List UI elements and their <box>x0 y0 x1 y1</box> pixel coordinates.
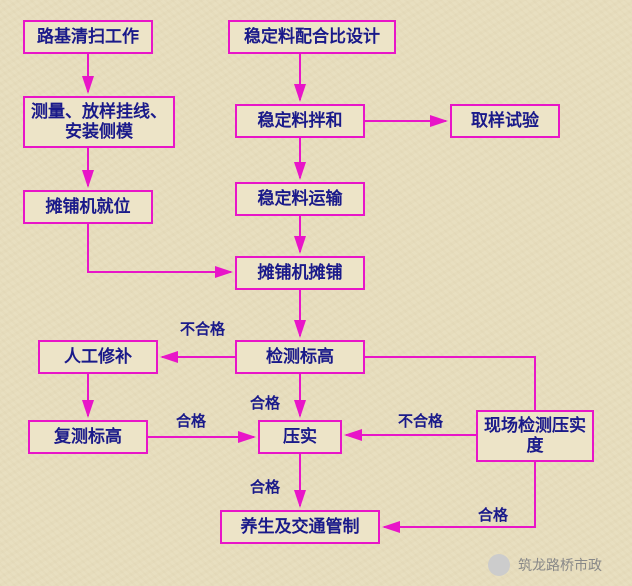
node-n1: 路基清扫工作 <box>23 20 153 54</box>
node-n6: 取样试验 <box>450 104 560 138</box>
flowchart-edges <box>0 0 632 586</box>
node-n11: 复测标高 <box>28 420 148 454</box>
node-n2: 测量、放样挂线、安装侧模 <box>23 96 175 148</box>
node-n12: 压实 <box>258 420 342 454</box>
node-n5: 稳定料拌和 <box>235 104 365 138</box>
node-n8: 摊铺机摊铺 <box>235 256 365 290</box>
node-n14: 养生及交通管制 <box>220 510 380 544</box>
node-n3: 摊铺机就位 <box>23 190 153 224</box>
edge-15 <box>384 462 535 527</box>
watermark-text: 筑龙路桥市政 <box>518 555 602 575</box>
node-n9: 检测标高 <box>235 340 365 374</box>
node-n13: 现场检测压实度 <box>476 410 594 462</box>
watermark: 筑龙路桥市政 <box>488 554 602 576</box>
node-n4: 稳定料配合比设计 <box>228 20 396 54</box>
node-n10: 人工修补 <box>38 340 158 374</box>
edge-label-8: 不合格 <box>180 318 225 339</box>
edge-label-12: 不合格 <box>398 410 443 431</box>
edge-2 <box>88 224 231 272</box>
edge-label-14: 合格 <box>250 476 280 497</box>
edge-label-11: 合格 <box>176 410 206 431</box>
edge-label-9: 合格 <box>250 392 280 413</box>
edge-label-15: 合格 <box>478 504 508 525</box>
node-n7: 稳定料运输 <box>235 182 365 216</box>
